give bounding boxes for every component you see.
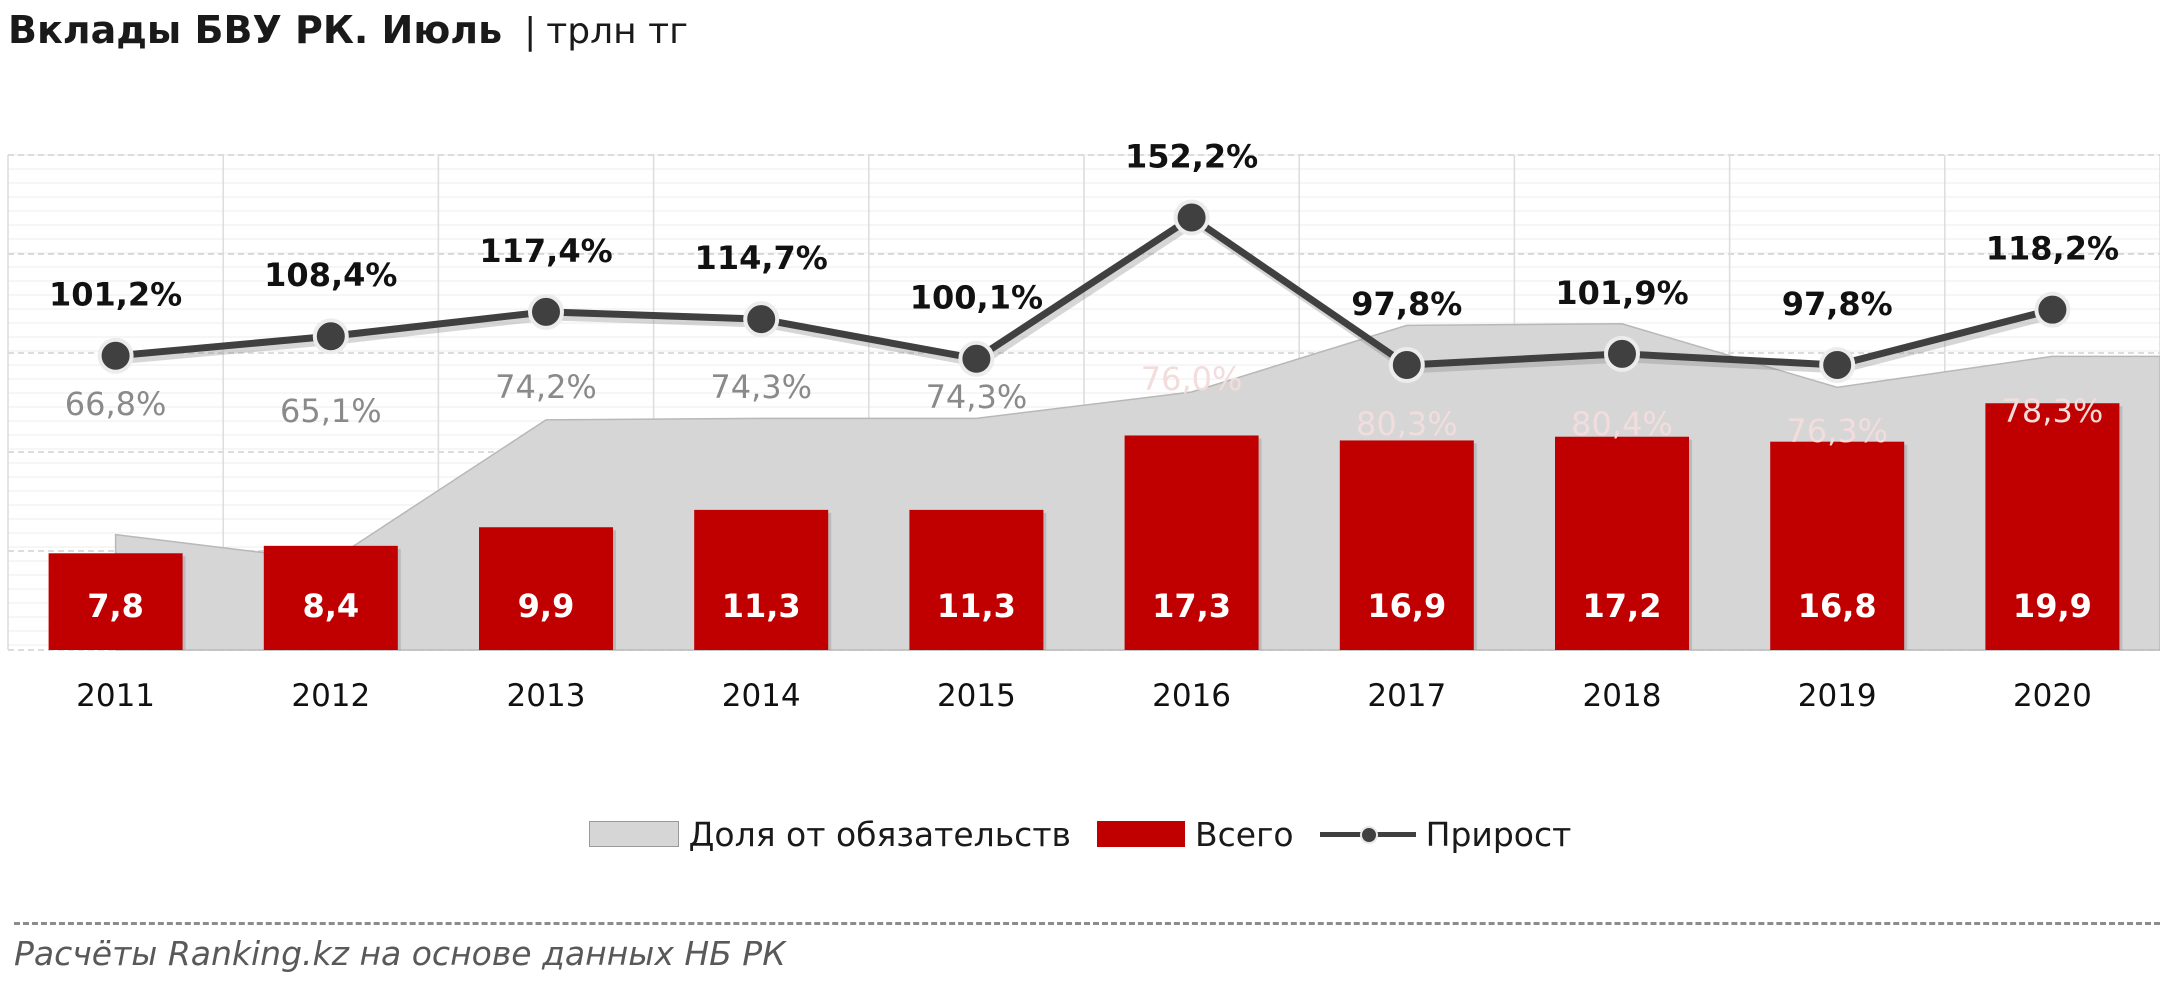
footer-divider [14, 922, 2160, 925]
x-tick-label: 2016 [1152, 678, 1231, 714]
bar-2011 [48, 553, 183, 650]
share-percent-label: 76,3% [1786, 412, 1888, 450]
legend-item-total: Всего [1097, 815, 1294, 854]
growth-value-label: 101,2% [49, 276, 182, 314]
chart-header: Вклады БВУ РК. Июль | трлн тг [8, 8, 688, 68]
chart-legend: Доля от обязательств Всего Прирост [0, 812, 2160, 856]
bar-2017 [1339, 440, 1474, 650]
x-tick-label: 2011 [76, 678, 155, 714]
growth-point-2015 [958, 340, 995, 377]
growth-point-2018 [1604, 335, 1640, 372]
growth-value-label: 97,8% [1782, 285, 1893, 323]
legend-item-growth: Прирост [1319, 814, 1572, 854]
growth-point-2016 [1173, 199, 1210, 236]
bar-2013 [479, 527, 613, 650]
growth-point-2012 [312, 318, 349, 355]
legend-label-total: Всего [1195, 814, 1294, 854]
growth-value-label: 152,2% [1125, 138, 1258, 176]
growth-point-2019 [1819, 346, 1856, 383]
x-tick-label: 2017 [1367, 678, 1446, 714]
growth-point-2017 [1388, 346, 1425, 383]
bar-2015 [909, 509, 1044, 650]
bar-value-label: 19,9 [2013, 587, 2092, 625]
growth-point-2020 [2034, 291, 2071, 328]
legend-label-growth: Прирост [1425, 814, 1572, 854]
growth-value-label: 118,2% [1986, 230, 2119, 268]
legend-swatch-area [588, 821, 679, 847]
growth-value-label: 97,8% [1351, 285, 1462, 323]
growth-value-label: 117,4% [479, 232, 612, 270]
bar-value-label: 16,8 [1798, 587, 1877, 625]
bar-value-label: 7,8 [87, 587, 144, 625]
growth-point-2014 [743, 301, 780, 338]
growth-value-label: 108,4% [264, 256, 397, 294]
share-percent-label: 74,3% [710, 368, 812, 406]
legend-item-share: Доля от обязательств [588, 814, 1071, 854]
bar-2019 [1770, 441, 1905, 650]
share-percent-label: 76,0% [1141, 360, 1243, 398]
growth-line [115, 214, 2054, 369]
growth-value-label: 114,7% [695, 239, 828, 277]
share-percent-label: 65,1% [280, 392, 382, 430]
growth-value-label: 101,9% [1555, 274, 1688, 312]
bar-2018 [1555, 436, 1689, 650]
bar-value-label: 11,3 [722, 587, 801, 625]
bar-value-label: 17,3 [1152, 587, 1231, 625]
bar-value-label: 17,2 [1583, 587, 1662, 625]
bar-value-label: 9,9 [518, 587, 575, 625]
unit-label: трлн тг [546, 11, 688, 52]
growth-line-shadow [118, 216, 2057, 374]
title-separator: | [524, 11, 537, 52]
deposits-chart: 7,8 8,4 9,9 11,3 11,3 17,3 16,9 17,2 16,8 19,9 66,… [7, 138, 2160, 714]
share-percent-label: 66,8% [65, 385, 167, 423]
bar-value-label: 16,9 [1367, 587, 1446, 625]
chart-unit: | трлн тг [524, 11, 688, 52]
x-tick-label: 2019 [1798, 678, 1877, 714]
bar-2016 [1124, 435, 1259, 650]
x-tick-label: 2020 [2013, 678, 2092, 714]
bar-2012 [263, 545, 398, 650]
bar-value-label: 11,3 [937, 587, 1016, 625]
bar-2014 [694, 509, 829, 650]
legend-label-share: Доля от обязательств [688, 814, 1071, 854]
share-percent-label: 74,3% [926, 378, 1028, 416]
share-percent-label: 78,3% [2002, 392, 2104, 430]
legend-swatch-bar [1097, 821, 1185, 847]
bar-2020 [1985, 403, 2120, 650]
x-tick-label: 2018 [1583, 678, 1662, 714]
x-tick-label: 2014 [722, 678, 801, 714]
share-percent-label: 80,4% [1571, 405, 1673, 443]
legend-swatch-line [1319, 821, 1416, 847]
share-percent-label: 74,2% [495, 368, 597, 406]
growth-point-2011 [97, 337, 134, 374]
source-note: Расчёты Ranking.kz на основе данных НБ Р… [14, 934, 786, 973]
x-tick-label: 2015 [937, 678, 1016, 714]
growth-value-label: 100,1% [910, 279, 1043, 317]
x-tick-label: 2012 [291, 678, 370, 714]
share-percent-label: 80,3% [1356, 405, 1458, 443]
chart-title: Вклады БВУ РК. Июль [8, 8, 503, 52]
x-tick-label: 2013 [507, 678, 586, 714]
growth-point-2013 [528, 293, 564, 330]
bar-value-label: 8,4 [302, 587, 359, 625]
